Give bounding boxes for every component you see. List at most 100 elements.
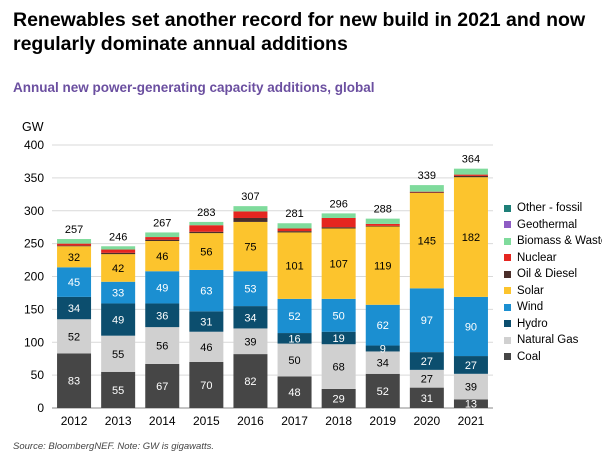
- bar-segment: [189, 231, 224, 234]
- total-label: 257: [65, 224, 83, 236]
- bar-segment: [101, 249, 136, 253]
- x-tick-label: 2017: [281, 414, 308, 428]
- x-tick-label: 2020: [413, 414, 440, 428]
- bar-segment: [453, 175, 488, 178]
- y-tick-label: 50: [31, 368, 45, 382]
- bar-segment: [101, 281, 136, 304]
- data-label: 33: [112, 288, 124, 300]
- data-label: 34: [377, 358, 389, 370]
- total-label: 307: [241, 191, 259, 203]
- bar-segment: [409, 192, 444, 193]
- bar-segment: [277, 343, 312, 377]
- data-label: 42: [112, 263, 124, 275]
- bar-segment: [233, 221, 268, 272]
- bar-segment: [453, 168, 488, 175]
- source-note: Source: BloombergNEF. Note: GW is gigawa…: [13, 441, 214, 452]
- data-label: 82: [244, 376, 256, 388]
- bar-segment: [233, 217, 268, 222]
- bar-segment: [101, 371, 136, 408]
- x-tick-label: 2013: [105, 414, 132, 428]
- data-label: 34: [244, 312, 256, 324]
- legend-label: Geothermal: [517, 218, 578, 231]
- data-label: 27: [421, 356, 433, 368]
- legend-item: Coal: [504, 349, 602, 366]
- y-axis-label: GW: [22, 120, 44, 134]
- bar-segment: [365, 373, 400, 408]
- bar-segment: [145, 327, 180, 364]
- bar-segment: [145, 232, 180, 238]
- legend-item: Wind: [504, 299, 602, 316]
- legend-item: Oil & Diesel: [504, 266, 602, 283]
- y-tick-label: 250: [24, 237, 44, 251]
- legend-swatch: [504, 320, 511, 328]
- data-label: 49: [112, 315, 124, 327]
- data-label: 32: [68, 252, 80, 264]
- data-label: 83: [68, 376, 80, 388]
- bar-segment: [189, 331, 224, 362]
- data-label: 29: [333, 393, 345, 405]
- chart-legend: Other - fossil Geothermal Biomass & Waste N…: [504, 200, 602, 365]
- data-label: 27: [421, 374, 433, 386]
- bar-segment: [321, 388, 356, 408]
- legend-item: Solar: [504, 283, 602, 300]
- legend-swatch: [504, 353, 511, 361]
- data-label: 56: [200, 247, 212, 259]
- total-label: 267: [153, 217, 171, 229]
- data-label: 39: [465, 382, 477, 394]
- y-tick-label: 400: [24, 138, 44, 152]
- data-label: 52: [68, 331, 80, 343]
- bar-segment: [321, 227, 356, 229]
- bar-segment: [145, 239, 180, 241]
- bar-segment: [101, 254, 136, 282]
- bar-segment: [57, 296, 92, 320]
- bar-segment: [409, 369, 444, 388]
- bar-segment: [57, 243, 92, 246]
- data-label: 45: [68, 277, 80, 289]
- data-label: 68: [333, 362, 345, 374]
- legend-label: Solar: [517, 284, 544, 297]
- bar-segment: [321, 344, 356, 389]
- data-label: 53: [244, 284, 256, 296]
- total-label: 296: [329, 198, 347, 210]
- total-label: 246: [109, 231, 127, 243]
- bar-segment: [57, 245, 92, 247]
- bar-segment: [189, 269, 224, 312]
- bar-segment: [453, 356, 488, 374]
- data-label: 62: [377, 320, 389, 332]
- data-label: 67: [156, 381, 168, 393]
- legend-item: Natural Gas: [504, 332, 602, 349]
- data-label: 145: [418, 236, 436, 248]
- total-label: 364: [462, 154, 480, 166]
- bar-segment: [189, 361, 224, 408]
- bar-segment: [365, 345, 400, 352]
- data-label: 52: [288, 311, 300, 323]
- data-label: 107: [329, 259, 347, 271]
- bar-segment: [233, 354, 268, 408]
- data-label: 90: [465, 321, 477, 333]
- bar-segment: [145, 303, 180, 328]
- bar-segment: [409, 185, 444, 192]
- legend-label: Oil & Diesel: [517, 268, 578, 281]
- bar-segment: [409, 192, 444, 289]
- bar-segment: [145, 240, 180, 272]
- data-label: 70: [200, 380, 212, 392]
- data-label: 55: [112, 349, 124, 361]
- total-label: 283: [197, 207, 215, 219]
- legend-label: Natural Gas: [517, 334, 579, 347]
- bar-segment: [233, 328, 268, 355]
- x-tick-label: 2019: [369, 414, 396, 428]
- total-label: 288: [374, 204, 392, 216]
- bars: [57, 168, 488, 408]
- total-label: 281: [285, 208, 303, 220]
- legend-item: Biomass & Waste: [504, 233, 602, 250]
- y-axis: 0 50 100 150 200 250 300 350 400 2012 2013 2014 2015…: [24, 138, 485, 428]
- data-label: 50: [333, 310, 345, 322]
- stacked-bar-chart: 0 50 100 150 200 250 300 350 400 2012 2013 2014 2015…: [22, 120, 493, 428]
- bar-segment: [409, 288, 444, 353]
- bar-segment: [321, 298, 356, 332]
- bar-segment: [365, 223, 400, 226]
- legend-swatch: [504, 287, 511, 295]
- legend-item: Nuclear: [504, 250, 602, 267]
- bar-segment: [189, 221, 224, 226]
- legend-item: Hydro: [504, 316, 602, 333]
